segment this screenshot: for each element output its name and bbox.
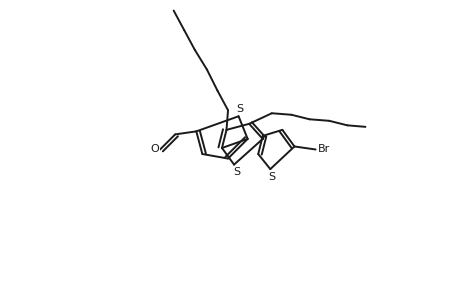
- Text: Br: Br: [318, 143, 330, 154]
- Text: S: S: [268, 172, 275, 182]
- Text: S: S: [234, 167, 241, 177]
- Text: S: S: [237, 104, 243, 114]
- Text: O: O: [150, 143, 159, 154]
